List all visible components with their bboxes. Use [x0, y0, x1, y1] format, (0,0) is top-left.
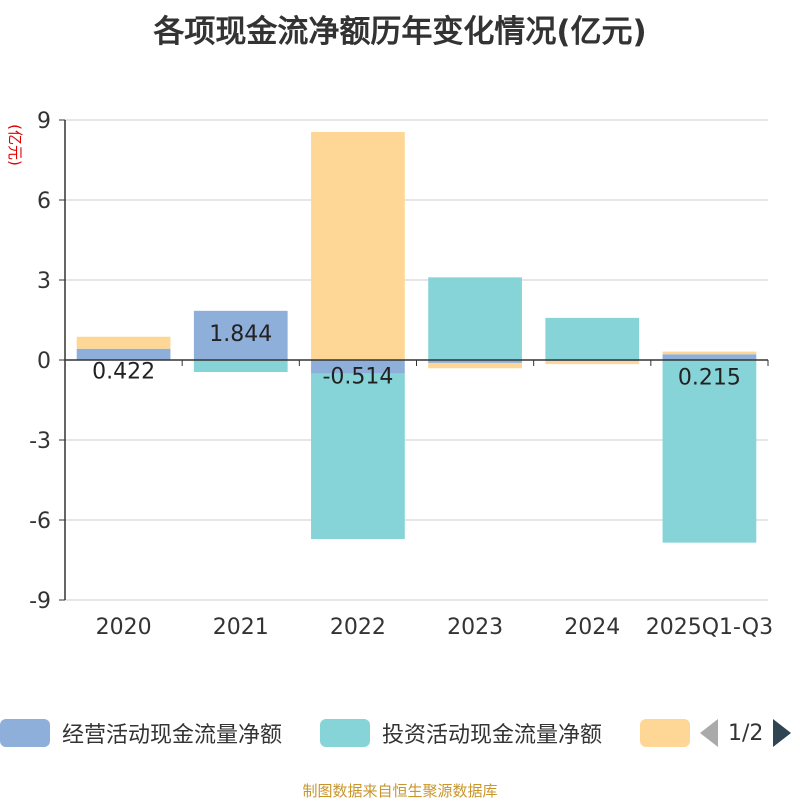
- bar-s0-2025Q1-Q3: [662, 354, 757, 360]
- y-tick-label: 0: [37, 349, 51, 374]
- chart-canvas: -9 -6 -3 0 3 6 9 (亿元) 0.422 1.844 -0.514 0.215 2020 2…: [6, 109, 773, 640]
- x-tick-label: 2020: [96, 615, 152, 640]
- bar-s2-2025Q1-Q3: [662, 351, 757, 355]
- legend-label-investing: 投资活动现金流量净额: [382, 723, 603, 748]
- bar-s0-2022: [311, 360, 405, 374]
- bar-s2-2022: [311, 132, 405, 360]
- bar-s0-2021: [193, 310, 288, 360]
- bar-s2-2024: [545, 360, 640, 365]
- legend-page-indicator: 1/2: [728, 720, 764, 746]
- legend-label-operating: 经营活动现金流量净额: [62, 723, 283, 748]
- legend-item-investing[interactable]: 投资活动现金流量净额: [320, 716, 602, 750]
- y-tick-label: -9: [29, 589, 51, 614]
- bar-s2-2023: [428, 362, 522, 369]
- x-tick-label: 2021: [213, 615, 269, 640]
- data-label: 1.844: [209, 322, 272, 347]
- bar-s0-2020: [76, 348, 171, 360]
- y-tick-label: -6: [29, 509, 51, 534]
- y-tick-label: 6: [37, 189, 51, 214]
- legend-item-operating[interactable]: 经营活动现金流量净额: [0, 716, 282, 750]
- bar-s1-2025Q1-Q3: [662, 360, 757, 543]
- x-tick-label: 2022: [330, 615, 386, 640]
- x-tick-label: 2025Q1-Q3: [646, 615, 773, 640]
- source-note: 制图数据来自恒生聚源数据库: [302, 782, 498, 800]
- y-axis-title: (亿元): [6, 124, 24, 166]
- data-label: 0.215: [678, 365, 741, 390]
- x-tick-label: 2024: [564, 615, 620, 640]
- legend-swatch-financing: [640, 719, 690, 747]
- bar-s1-2024: [545, 317, 640, 360]
- legend-prev-icon[interactable]: [700, 719, 718, 747]
- legend-pager: 1/2: [700, 716, 792, 750]
- data-label: -0.514: [322, 365, 393, 390]
- y-tick-label: 3: [37, 269, 51, 294]
- y-tick-label: -3: [29, 429, 51, 454]
- bar-s0-2023: [428, 360, 522, 363]
- legend-item-financing[interactable]: [640, 716, 690, 750]
- bar-s2-2020: [76, 336, 171, 349]
- data-label: 0.422: [92, 360, 155, 385]
- y-tick-label: 9: [37, 109, 51, 134]
- legend-swatch-investing: [320, 719, 370, 747]
- chart-title: 各项现金流净额历年变化情况(亿元): [153, 14, 647, 50]
- bar-s1-2023: [428, 277, 522, 360]
- legend: 经营活动现金流量净额 投资活动现金流量净额 1/2: [0, 716, 800, 756]
- x-tick-label: 2023: [447, 615, 503, 640]
- legend-swatch-operating: [0, 719, 50, 747]
- bar-s1-2021: [193, 360, 288, 372]
- bar-s1-2022: [311, 373, 405, 540]
- legend-next-icon[interactable]: [773, 719, 792, 747]
